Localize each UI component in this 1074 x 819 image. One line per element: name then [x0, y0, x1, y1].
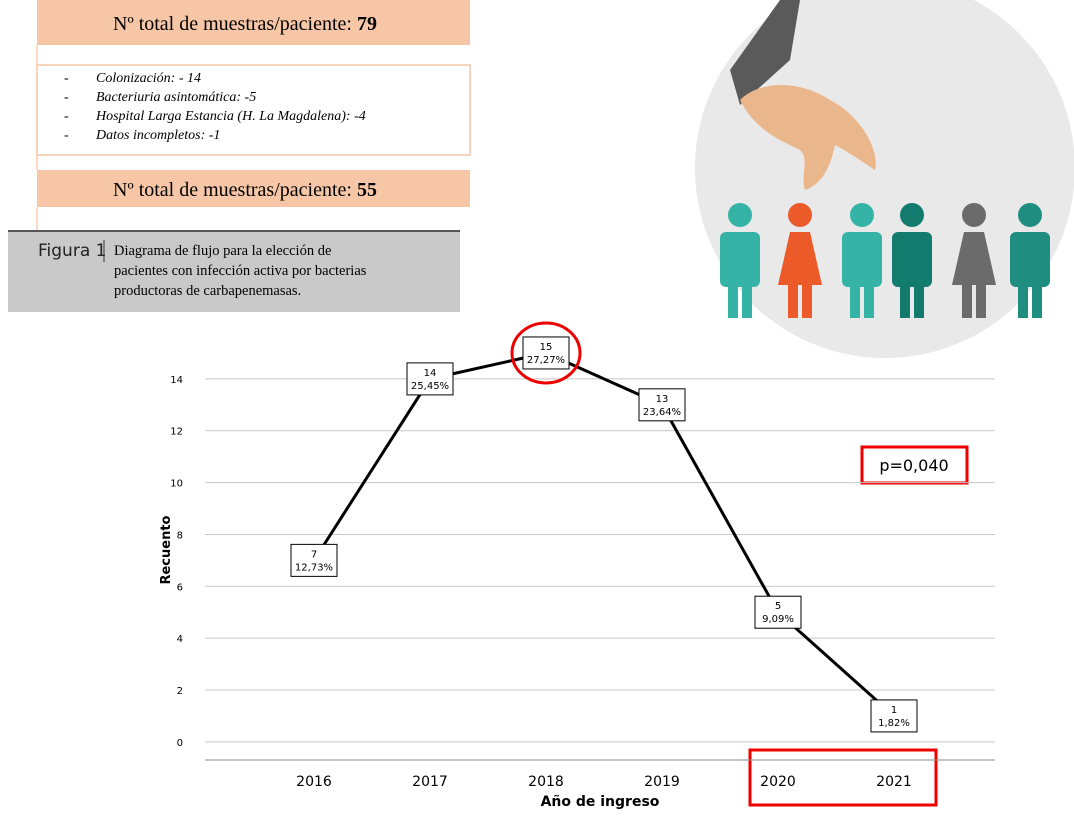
person-leg [1032, 280, 1042, 318]
exclusion-item: Datos incompletos: -1 [95, 128, 220, 143]
person-body [842, 232, 882, 287]
x-tick-label: 2019 [644, 774, 680, 790]
data-label: 7 [311, 549, 317, 560]
person-leg [914, 280, 924, 318]
percent-label: 27,27% [527, 355, 565, 366]
caption-line: pacientes con infección activa por bacte… [114, 263, 367, 279]
person-body [892, 232, 932, 287]
data-label: 14 [424, 368, 437, 379]
caption-line: Diagrama de flujo para la elección de [114, 243, 331, 259]
person-leg [1018, 280, 1028, 318]
y-tick-label: 12 [170, 427, 183, 438]
person-head [728, 203, 752, 227]
person-head [900, 203, 924, 227]
y-tick-label: 2 [177, 686, 183, 697]
total-label: Nº total de muestras/paciente: [113, 13, 352, 35]
percent-label: 12,73% [295, 562, 333, 573]
person-head [850, 203, 874, 227]
x-tick-label: 2018 [528, 774, 564, 790]
percent-label: 23,64% [643, 407, 681, 418]
total-label: Nº total de muestras/paciente: [113, 179, 352, 201]
y-axis-label: Recuento [159, 515, 174, 584]
total-count: 79 [357, 13, 377, 35]
data-label: 5 [775, 601, 781, 612]
flow-diagram: Nº total de muestras/paciente: 79 - Colon… [8, 0, 470, 312]
bullet: - [64, 71, 69, 86]
data-label: 1 [891, 705, 897, 716]
x-tick-label: 2021 [876, 774, 912, 790]
person-leg [802, 280, 812, 318]
total-count: 55 [357, 179, 377, 201]
x-tick-label: 2020 [760, 774, 796, 790]
person-leg [788, 280, 798, 318]
y-tick-label: 14 [170, 375, 183, 386]
y-tick-label: 10 [170, 479, 183, 490]
y-tick-label: 8 [177, 530, 183, 541]
percent-label: 1,82% [878, 718, 910, 729]
annotation: p=0,040 [879, 456, 948, 475]
person-body [720, 232, 760, 287]
person-body [1010, 232, 1050, 287]
total-text: Nº total de muestras/paciente: 55 [113, 179, 377, 201]
person-leg [976, 280, 986, 318]
bullet: - [64, 109, 69, 124]
person-leg [962, 280, 972, 318]
chart: Recuento Año de ingreso p=0,040 0 2 4 6 8 10 1… [159, 323, 995, 810]
person-head [788, 203, 812, 227]
y-tick-label: 0 [177, 738, 183, 749]
exclusion-item: Colonización: - 14 [96, 71, 201, 86]
person-leg [900, 280, 910, 318]
caption-line: productoras de carbapenemasas. [114, 283, 301, 299]
person-head [1018, 203, 1042, 227]
x-axis-label: Año de ingreso [541, 794, 660, 810]
illustration [695, 0, 1074, 358]
data-label: 13 [656, 394, 669, 405]
person-leg [728, 280, 738, 318]
total-text: Nº total de muestras/paciente: 79 [113, 13, 377, 35]
page: Nº total de muestras/paciente: 79 - Colon… [0, 0, 1074, 819]
person-leg [742, 280, 752, 318]
data-label: 15 [540, 342, 553, 353]
exclusion-item: Bacteriuria asintomática: -5 [96, 90, 256, 105]
y-tick-label: 4 [177, 634, 183, 645]
percent-label: 25,45% [411, 381, 449, 392]
figure-label: Figura 1 [38, 241, 106, 261]
percent-label: 9,09% [762, 614, 794, 625]
x-tick-label: 2017 [412, 774, 448, 790]
x-tick-label: 2016 [296, 774, 332, 790]
person-head [962, 203, 986, 227]
person-leg [864, 280, 874, 318]
caption-rule [8, 230, 460, 232]
bullet: - [64, 90, 69, 105]
exclusion-item: Hospital Larga Estancia (H. La Magdalena… [95, 109, 366, 124]
bullet: - [64, 128, 69, 143]
y-tick-label: 6 [177, 582, 183, 593]
person-leg [850, 280, 860, 318]
